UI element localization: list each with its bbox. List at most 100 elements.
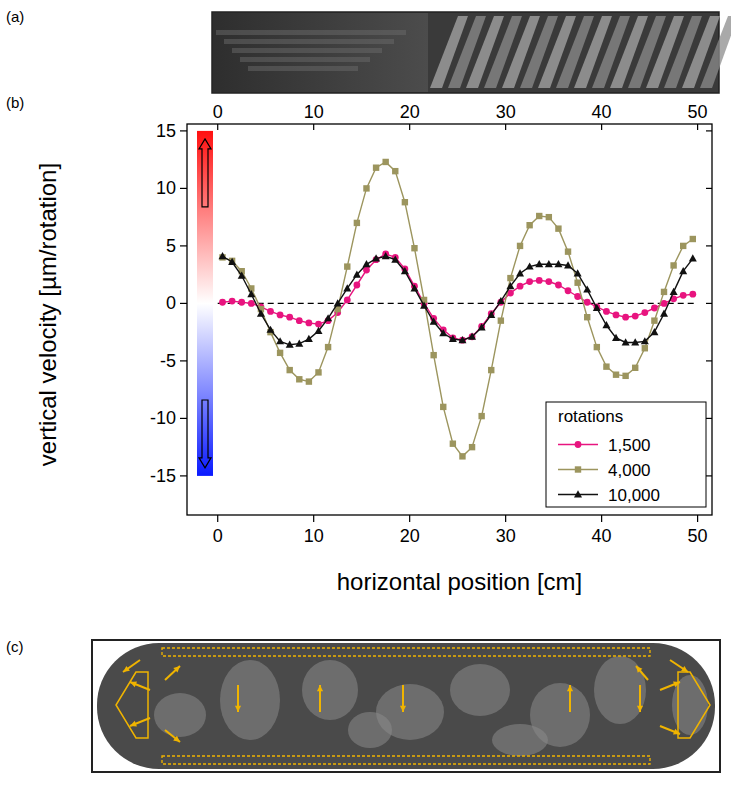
data-point <box>248 300 255 307</box>
flow-arrow <box>670 660 688 672</box>
data-point <box>229 298 236 305</box>
data-point <box>584 314 590 320</box>
flow-arrow <box>165 730 180 742</box>
data-point <box>401 267 409 274</box>
image-frame <box>92 640 720 772</box>
x-tick-top <box>409 124 410 130</box>
image-streak <box>216 30 406 35</box>
data-point <box>478 323 486 330</box>
data-point <box>382 159 388 165</box>
flow-arrowhead <box>636 666 642 673</box>
image-a <box>212 12 731 93</box>
data-point <box>650 328 658 335</box>
x-tick-label: 10 <box>304 526 324 546</box>
data-point <box>305 320 312 327</box>
image-blob <box>220 660 280 740</box>
data-point <box>459 453 465 459</box>
data-point <box>632 313 639 320</box>
series-line <box>223 162 693 456</box>
data-point <box>613 312 620 319</box>
data-point <box>219 299 226 306</box>
y-tick-label: -10 <box>150 408 176 428</box>
data-point <box>564 261 572 268</box>
x-tick-top <box>505 124 506 130</box>
data-point <box>458 336 466 343</box>
x-tick-label-top: 30 <box>496 102 516 122</box>
panel-label: (c) <box>6 638 24 655</box>
data-point <box>344 263 350 269</box>
data-point <box>286 341 294 348</box>
y-tick-label: 5 <box>166 236 176 256</box>
panel-label: (b) <box>6 94 24 111</box>
x-tick-label-top: 10 <box>304 102 324 122</box>
y-tick <box>180 360 187 361</box>
data-point <box>267 308 274 315</box>
data-point <box>363 185 369 191</box>
y-tick <box>180 245 187 246</box>
data-point <box>478 413 484 419</box>
data-point <box>315 321 322 328</box>
x-axis-title: horizontal position [cm] <box>337 568 582 595</box>
data-point <box>362 260 370 267</box>
dashed-band <box>162 756 650 764</box>
data-point <box>392 168 398 174</box>
legend: rotations1,5004,00010,000 <box>546 402 706 507</box>
data-point <box>497 297 505 304</box>
image-blob <box>302 660 358 720</box>
data-point <box>277 312 284 319</box>
data-point <box>536 213 542 219</box>
data-point <box>555 282 562 289</box>
data-point <box>498 317 504 323</box>
data-point <box>603 363 609 369</box>
data-point <box>642 345 648 351</box>
data-point <box>430 318 438 325</box>
data-point <box>353 270 361 277</box>
data-point <box>641 337 649 344</box>
flow-arrowhead <box>567 685 573 691</box>
legend-title: rotations <box>558 407 623 426</box>
legend-marker <box>575 466 581 472</box>
flow-arrowhead <box>173 736 180 742</box>
data-point <box>507 275 513 281</box>
data-point <box>439 329 447 336</box>
data-point <box>296 376 302 382</box>
data-point <box>440 404 446 410</box>
y-tick-right <box>706 245 712 246</box>
x-tick-label: 50 <box>688 526 708 546</box>
data-point <box>517 243 523 249</box>
data-point <box>574 280 580 286</box>
data-point <box>651 305 658 312</box>
flow-arrowhead <box>173 666 180 673</box>
data-point <box>535 260 543 267</box>
data-point <box>353 282 360 289</box>
data-point <box>593 304 601 311</box>
cell-body <box>97 643 715 769</box>
x-tick <box>505 515 506 522</box>
data-point <box>238 299 245 306</box>
up-arrow <box>199 139 211 207</box>
data-point <box>516 269 524 276</box>
data-point <box>622 373 628 379</box>
legend-label: 10,000 <box>608 486 660 505</box>
x-tick <box>601 515 602 522</box>
y-tick <box>180 303 187 304</box>
y-tick-right <box>706 360 712 361</box>
data-point <box>325 344 331 350</box>
flow-arrowhead <box>123 666 130 672</box>
end-bracket <box>116 672 148 738</box>
x-tick <box>313 515 314 522</box>
x-tick <box>697 515 698 522</box>
flow-arrowhead <box>130 721 137 727</box>
data-point <box>622 338 630 345</box>
data-point <box>430 352 436 358</box>
data-point <box>574 269 582 276</box>
image-streak <box>232 48 382 53</box>
data-point <box>286 367 292 373</box>
data-point <box>344 297 351 304</box>
colorbar <box>197 131 213 476</box>
data-point <box>487 311 495 318</box>
down-arrow <box>199 400 211 468</box>
flow-arrowhead <box>130 682 137 688</box>
series-line <box>223 254 693 340</box>
flow-arrowhead <box>637 706 643 712</box>
